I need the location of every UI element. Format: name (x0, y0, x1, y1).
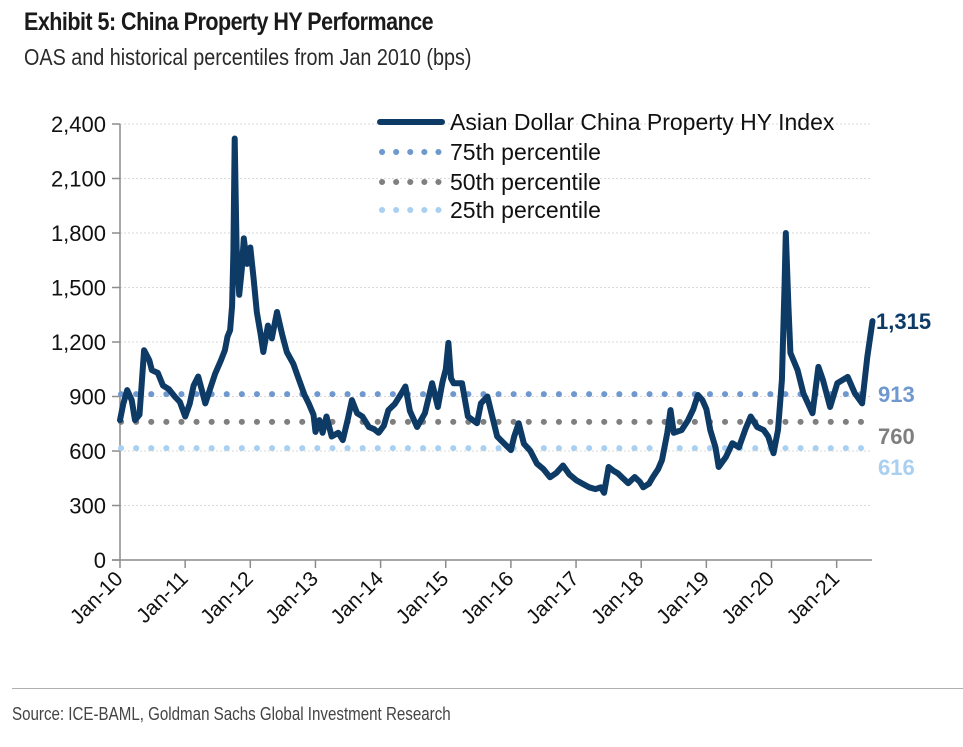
x-tick-label: Jan-15 (392, 567, 454, 629)
y-tick-label: 2,400 (51, 112, 106, 137)
x-tick-label: Jan-20 (717, 567, 779, 629)
y-tick-label: 600 (69, 439, 106, 464)
chart-subtitle: OAS and historical percentiles from Jan … (24, 44, 472, 70)
x-tick-label: Jan-19 (652, 567, 714, 629)
y-tick-label: 2,100 (51, 167, 106, 192)
x-tick-label: Jan-11 (132, 567, 193, 628)
gridlines (120, 123, 872, 506)
x-tick-label: Jan-13 (261, 567, 323, 629)
y-tick-label: 900 (69, 385, 106, 410)
percentile-75-label: 913 (878, 382, 915, 407)
x-tick-label: Jan-14 (326, 567, 388, 629)
x-tick-label: Jan-10 (66, 567, 128, 629)
percentile-25-label: 616 (878, 455, 915, 480)
x-tick-label: Jan-17 (522, 567, 584, 629)
x-axis: Jan-10 Jan-11 Jan-12 Jan-13 Jan-14 Jan-15 Jan-… (66, 559, 872, 629)
x-tick-label: Jan-12 (196, 567, 258, 629)
y-tick-label: 1,800 (51, 221, 106, 246)
legend-label: 50th percentile (450, 169, 601, 195)
y-tick-label: 0 (94, 548, 106, 573)
x-tick-label: Jan-16 (457, 567, 519, 629)
chart-title: Exhibit 5: China Property HY Performance (24, 8, 434, 36)
legend-label: Asian Dollar China Property HY Index (450, 109, 835, 135)
legend-label: 25th percentile (450, 197, 601, 223)
legend: Asian Dollar China Property HY Index 75th… (377, 109, 835, 223)
y-tick-label: 1,200 (51, 330, 106, 355)
legend-label: 75th percentile (450, 139, 601, 165)
percentile-50-label: 760 (878, 424, 915, 449)
y-tick-label: 1,500 (51, 276, 106, 301)
x-tick-label: Jan-18 (587, 567, 649, 629)
index-end-label: 1,315 (876, 309, 931, 334)
index-series-line (117, 135, 876, 496)
source-note: Source: ICE-BAML, Goldman Sachs Global I… (12, 704, 451, 724)
x-tick-label: Jan-21 (783, 567, 845, 629)
footer-divider (12, 688, 963, 689)
y-tick-label: 300 (69, 494, 106, 519)
series-lines (117, 135, 876, 496)
end-labels: 1,315 913 760 616 (876, 309, 931, 480)
y-axis: 0 300 600 900 1,200 1,500 1,800 2,100 2,400 (51, 112, 121, 573)
